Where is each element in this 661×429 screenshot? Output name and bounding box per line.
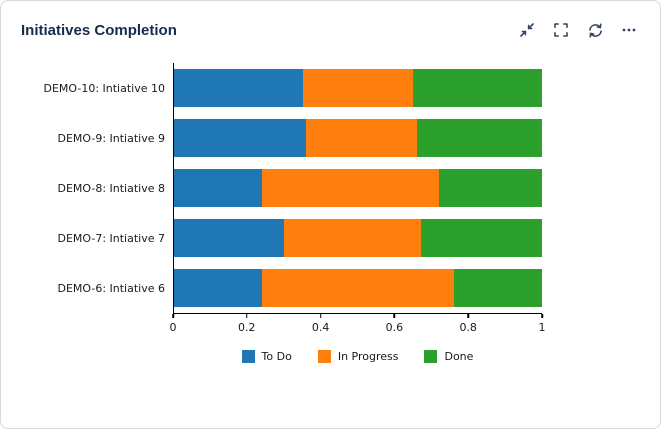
bar-segment-in-progress[interactable]: [306, 119, 417, 157]
legend-swatch: [424, 350, 438, 363]
bar-segment-done[interactable]: [438, 169, 542, 207]
bar-segment-to-do[interactable]: [174, 219, 285, 257]
bar-segment-done[interactable]: [413, 69, 542, 107]
chart-legend: To Do In Progress Done: [173, 350, 542, 363]
y-axis-labels: DEMO-10: Intiative 10 DEMO-9: Intiative 9…: [21, 63, 173, 314]
legend-swatch: [317, 350, 331, 363]
legend-swatch: [241, 350, 255, 363]
bar-row: [174, 213, 542, 263]
refresh-icon: [587, 22, 604, 39]
category-label: DEMO-10: Intiative 10: [43, 81, 165, 95]
card-toolbar: [514, 17, 642, 43]
x-tick-label: 1: [538, 321, 546, 334]
bar-segment-in-progress[interactable]: [302, 69, 414, 107]
bar-segment-done[interactable]: [453, 269, 542, 307]
x-tick-mark: [393, 314, 396, 318]
fullscreen-brackets-icon: [553, 22, 569, 38]
bar-segment-to-do[interactable]: [174, 269, 263, 307]
x-tick-label: 0.4: [311, 321, 330, 334]
bar-segment-done[interactable]: [420, 219, 542, 257]
category-label: DEMO-7: Intiative 7: [57, 231, 165, 245]
bar-segment-to-do[interactable]: [174, 169, 263, 207]
legend-label: In Progress: [337, 350, 399, 363]
x-tick-label: 0.8: [459, 321, 477, 334]
category-label: DEMO-6: Intiative 6: [57, 281, 165, 295]
bar-track: [174, 219, 542, 257]
stacked-bar-chart: DEMO-10: Intiative 10 DEMO-9: Intiative 9…: [1, 63, 660, 363]
x-tick-label: 0.6: [385, 321, 404, 334]
x-tick-label: 0: [169, 321, 177, 334]
collapse-arrows-icon: [519, 22, 535, 38]
bar-row: [174, 263, 542, 313]
plot-area: [173, 63, 542, 314]
bar-segment-done[interactable]: [416, 119, 542, 157]
x-tick-label: 0.2: [238, 321, 256, 334]
legend-item-in-progress[interactable]: In Progress: [317, 350, 399, 363]
x-tick-mark: [172, 314, 174, 318]
x-tick-mark: [467, 314, 469, 318]
x-tick-mark: [541, 314, 543, 318]
card-header: Initiatives Completion: [1, 1, 660, 49]
page-title: Initiatives Completion: [21, 21, 177, 39]
x-tick-mark: [246, 314, 248, 318]
plot: DEMO-10: Intiative 10 DEMO-9: Intiative 9…: [21, 63, 660, 314]
refresh-button[interactable]: [582, 17, 608, 43]
bar-segment-to-do[interactable]: [174, 69, 303, 107]
fullscreen-button[interactable]: [548, 17, 574, 43]
legend-label: Done: [444, 350, 474, 363]
bar-segment-in-progress[interactable]: [262, 169, 439, 207]
x-axis: 0 0.2 0.4 0.6 0.8 1: [169, 314, 546, 338]
bar-segment-to-do[interactable]: [174, 119, 307, 157]
legend-label: To Do: [261, 350, 292, 363]
bar-segment-in-progress[interactable]: [262, 269, 454, 307]
category-label: DEMO-9: Intiative 9: [57, 131, 165, 145]
bar-row: [174, 113, 542, 163]
bar-row: [174, 163, 542, 213]
bar-track: [174, 269, 542, 307]
legend-item-to-do[interactable]: To Do: [241, 350, 292, 363]
x-tick-mark: [319, 314, 322, 318]
bar-track: [174, 169, 542, 207]
bar-segment-in-progress[interactable]: [284, 219, 421, 257]
bar-row: [174, 63, 542, 113]
legend-item-done[interactable]: Done: [424, 350, 473, 363]
bar-track: [174, 69, 542, 107]
more-menu-button[interactable]: [616, 17, 642, 43]
bar-track: [174, 119, 542, 157]
ellipsis-icon: [621, 22, 637, 38]
collapse-button[interactable]: [514, 17, 540, 43]
category-label: DEMO-8: Intiative 8: [57, 181, 165, 195]
